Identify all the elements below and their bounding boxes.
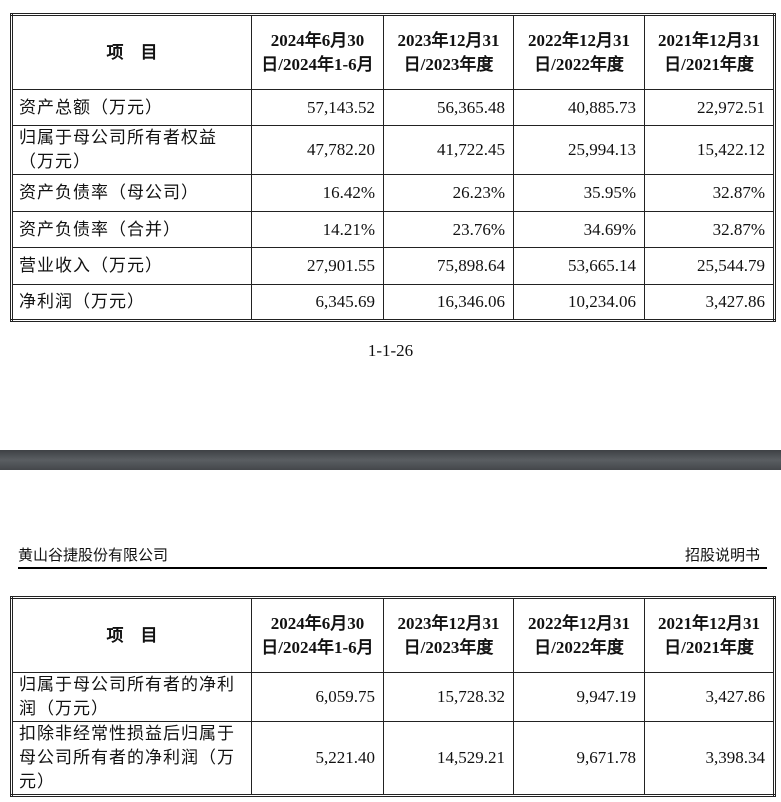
table-row: 资产负债率（合并） 14.21% 23.76% 34.69% 32.87%	[11, 211, 775, 248]
cell-value: 6,059.75	[251, 672, 384, 722]
cell-value: 57,143.52	[251, 89, 384, 126]
cell-value: 32.87%	[644, 174, 775, 212]
row-label: 资产负债率（母公司）	[11, 174, 252, 212]
table-row: 营业收入（万元） 27,901.55 75,898.64 53,665.14 25,54…	[11, 247, 775, 285]
header-item: 项 目	[11, 597, 252, 673]
row-label: 资产总额（万元）	[11, 89, 252, 126]
table-row: 净利润（万元） 6,345.69 16,346.06 10,234.06 3,427.8…	[11, 284, 775, 321]
financial-summary-table: 项 目 2024年6月30日/2024年1-6月 2023年12月31日/202…	[10, 13, 776, 322]
page-number: 1-1-26	[367, 341, 414, 360]
header-period: 2021年12月31日/2021年度	[644, 597, 775, 673]
row-label: 归属于母公司所有者权益（万元）	[11, 125, 252, 175]
cell-value: 5,221.40	[251, 721, 384, 796]
cell-value: 40,885.73	[513, 89, 645, 126]
cell-value: 6,345.69	[251, 284, 384, 321]
company-name: 黄山谷捷股份有限公司	[18, 548, 169, 564]
table-row: 归属于母公司所有者的净利润（万元） 6,059.75 15,728.32 9,947.…	[11, 672, 775, 722]
table-header-row: 项 目 2024年6月30日/2024年1-6月 2023年12月31日/202…	[11, 14, 775, 90]
cell-value: 16,346.06	[383, 284, 514, 321]
cell-value: 15,728.32	[383, 672, 514, 722]
cell-value: 14,529.21	[383, 721, 514, 796]
page-header: 黄山谷捷股份有限公司 招股说明书	[18, 544, 767, 569]
table-row: 扣除非经常性损益后归属于母公司所有者的净利润（万元） 5,221.40 14,529…	[11, 721, 775, 796]
cell-value: 3,427.86	[644, 672, 775, 722]
row-label: 归属于母公司所有者的净利润（万元）	[11, 672, 252, 722]
page-separator	[0, 450, 781, 470]
cell-value: 23.76%	[383, 211, 514, 248]
cell-value: 3,398.34	[644, 721, 775, 796]
table-row: 归属于母公司所有者权益（万元） 47,782.20 41,722.45 25,994.…	[11, 125, 775, 175]
cell-value: 9,947.19	[513, 672, 645, 722]
net-profit-table: 项 目 2024年6月30日/2024年1-6月 2023年12月31日/202…	[10, 596, 776, 797]
cell-value: 47,782.20	[251, 125, 384, 175]
cell-value: 75,898.64	[383, 247, 514, 285]
row-label: 营业收入（万元）	[11, 247, 252, 285]
cell-value: 15,422.12	[644, 125, 775, 175]
cell-value: 32.87%	[644, 211, 775, 248]
cell-value: 35.95%	[513, 174, 645, 212]
header-period: 2022年12月31日/2022年度	[513, 597, 645, 673]
table-header-row: 项 目 2024年6月30日/2024年1-6月 2023年12月31日/202…	[11, 597, 775, 673]
cell-value: 25,544.79	[644, 247, 775, 285]
cell-value: 53,665.14	[513, 247, 645, 285]
cell-value: 34.69%	[513, 211, 645, 248]
row-label: 净利润（万元）	[11, 284, 252, 321]
table-row: 资产总额（万元） 57,143.52 56,365.48 40,885.73 22,97…	[11, 89, 775, 126]
document-type: 招股说明书	[684, 548, 760, 564]
cell-value: 10,234.06	[513, 284, 645, 321]
cell-value: 26.23%	[383, 174, 514, 212]
header-period: 2022年12月31日/2022年度	[513, 14, 645, 90]
header-period: 2021年12月31日/2021年度	[644, 14, 775, 90]
cell-value: 25,994.13	[513, 125, 645, 175]
cell-value: 16.42%	[251, 174, 384, 212]
cell-value: 14.21%	[251, 211, 384, 248]
cell-value: 9,671.78	[513, 721, 645, 796]
header-period: 2023年12月31日/2023年度	[383, 597, 514, 673]
cell-value: 41,722.45	[383, 125, 514, 175]
header-item: 项 目	[11, 14, 252, 90]
cell-value: 56,365.48	[383, 89, 514, 126]
cell-value: 27,901.55	[251, 247, 384, 285]
row-label: 资产负债率（合并）	[11, 211, 252, 248]
header-period: 2023年12月31日/2023年度	[383, 14, 514, 90]
cell-value: 22,972.51	[644, 89, 775, 126]
cell-value: 3,427.86	[644, 284, 775, 321]
header-period: 2024年6月30日/2024年1-6月	[251, 597, 384, 673]
row-label: 扣除非经常性损益后归属于母公司所有者的净利润（万元）	[11, 721, 252, 796]
table-row: 资产负债率（母公司） 16.42% 26.23% 35.95% 32.87%	[11, 174, 775, 212]
header-period: 2024年6月30日/2024年1-6月	[251, 14, 384, 90]
